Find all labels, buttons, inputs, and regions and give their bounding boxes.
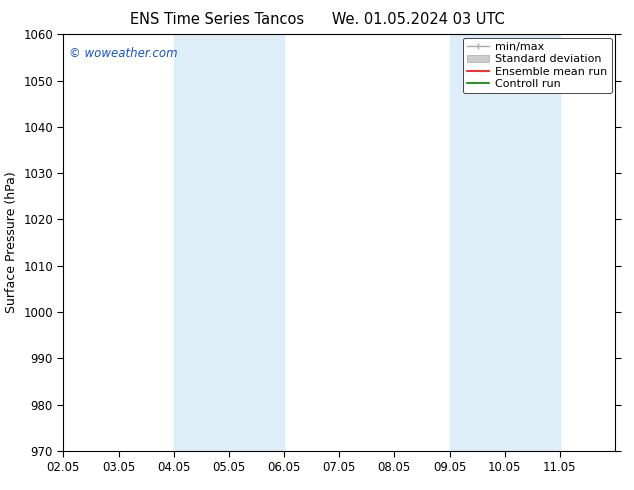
Text: © woweather.com: © woweather.com xyxy=(69,47,178,60)
Bar xyxy=(450,34,560,451)
Text: ENS Time Series Tancos      We. 01.05.2024 03 UTC: ENS Time Series Tancos We. 01.05.2024 03… xyxy=(129,12,505,27)
Legend: min/max, Standard deviation, Ensemble mean run, Controll run: min/max, Standard deviation, Ensemble me… xyxy=(463,38,612,93)
Y-axis label: Surface Pressure (hPa): Surface Pressure (hPa) xyxy=(4,172,18,314)
Bar xyxy=(174,34,284,451)
